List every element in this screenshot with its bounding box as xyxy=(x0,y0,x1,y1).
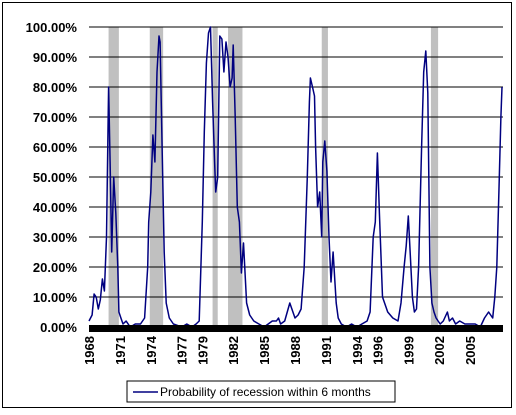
x-tick-label: 1968 xyxy=(82,336,97,365)
y-tick-label: 40.00% xyxy=(33,200,78,215)
legend-box xyxy=(126,380,396,403)
x-tick-label: 1979 xyxy=(195,336,210,365)
x-tick-label: 2002 xyxy=(432,336,447,365)
x-axis-baseline xyxy=(89,325,503,332)
y-tick-label: 0.00% xyxy=(40,320,77,335)
y-tick-label: 30.00% xyxy=(33,230,78,245)
x-tick-label: 1991 xyxy=(319,336,334,365)
x-tick-label: 1996 xyxy=(370,336,385,365)
x-axis-ticks: 1968 1971 1974 1977 1979 1982 1985 1988 1991 1994… xyxy=(82,335,478,365)
y-tick-label: 20.00% xyxy=(33,260,78,275)
y-tick-label: 80.00% xyxy=(33,80,78,95)
y-tick-label: 90.00% xyxy=(33,50,78,65)
y-tick-label: 60.00% xyxy=(33,140,78,155)
y-tick-label: 100.00% xyxy=(26,20,78,35)
x-tick-label: 1999 xyxy=(401,336,416,365)
x-tick-label: 2005 xyxy=(463,336,478,365)
x-tick-label: 1994 xyxy=(350,335,365,365)
recession-probability-chart: 0.00% 10.00% 20.00% 30.00% 40.00% 50.00% 60.00… xyxy=(26,20,503,403)
series-line-0 xyxy=(88,26,503,328)
x-tick-label: 1974 xyxy=(144,335,159,365)
chart-frame: 0.00% 10.00% 20.00% 30.00% 40.00% 50.00% 60.00… xyxy=(2,2,512,408)
legend: Probability of recession within 6 months xyxy=(126,380,396,403)
y-tick-label: 50.00% xyxy=(33,170,78,185)
x-tick-label: 1977 xyxy=(175,336,190,365)
x-tick-label: 1982 xyxy=(226,336,241,365)
y-tick-label: 70.00% xyxy=(33,110,78,125)
series-layer xyxy=(88,26,503,328)
y-axis-ticks: 0.00% 10.00% 20.00% 30.00% 40.00% 50.00% 60.00… xyxy=(26,20,78,335)
y-tick-label: 10.00% xyxy=(33,290,78,305)
x-tick-label: 1988 xyxy=(288,336,303,365)
x-tick-label: 1985 xyxy=(257,336,272,365)
legend-entry-label: Probability of recession within 6 months xyxy=(160,385,371,399)
x-tick-label: 1971 xyxy=(113,336,128,365)
